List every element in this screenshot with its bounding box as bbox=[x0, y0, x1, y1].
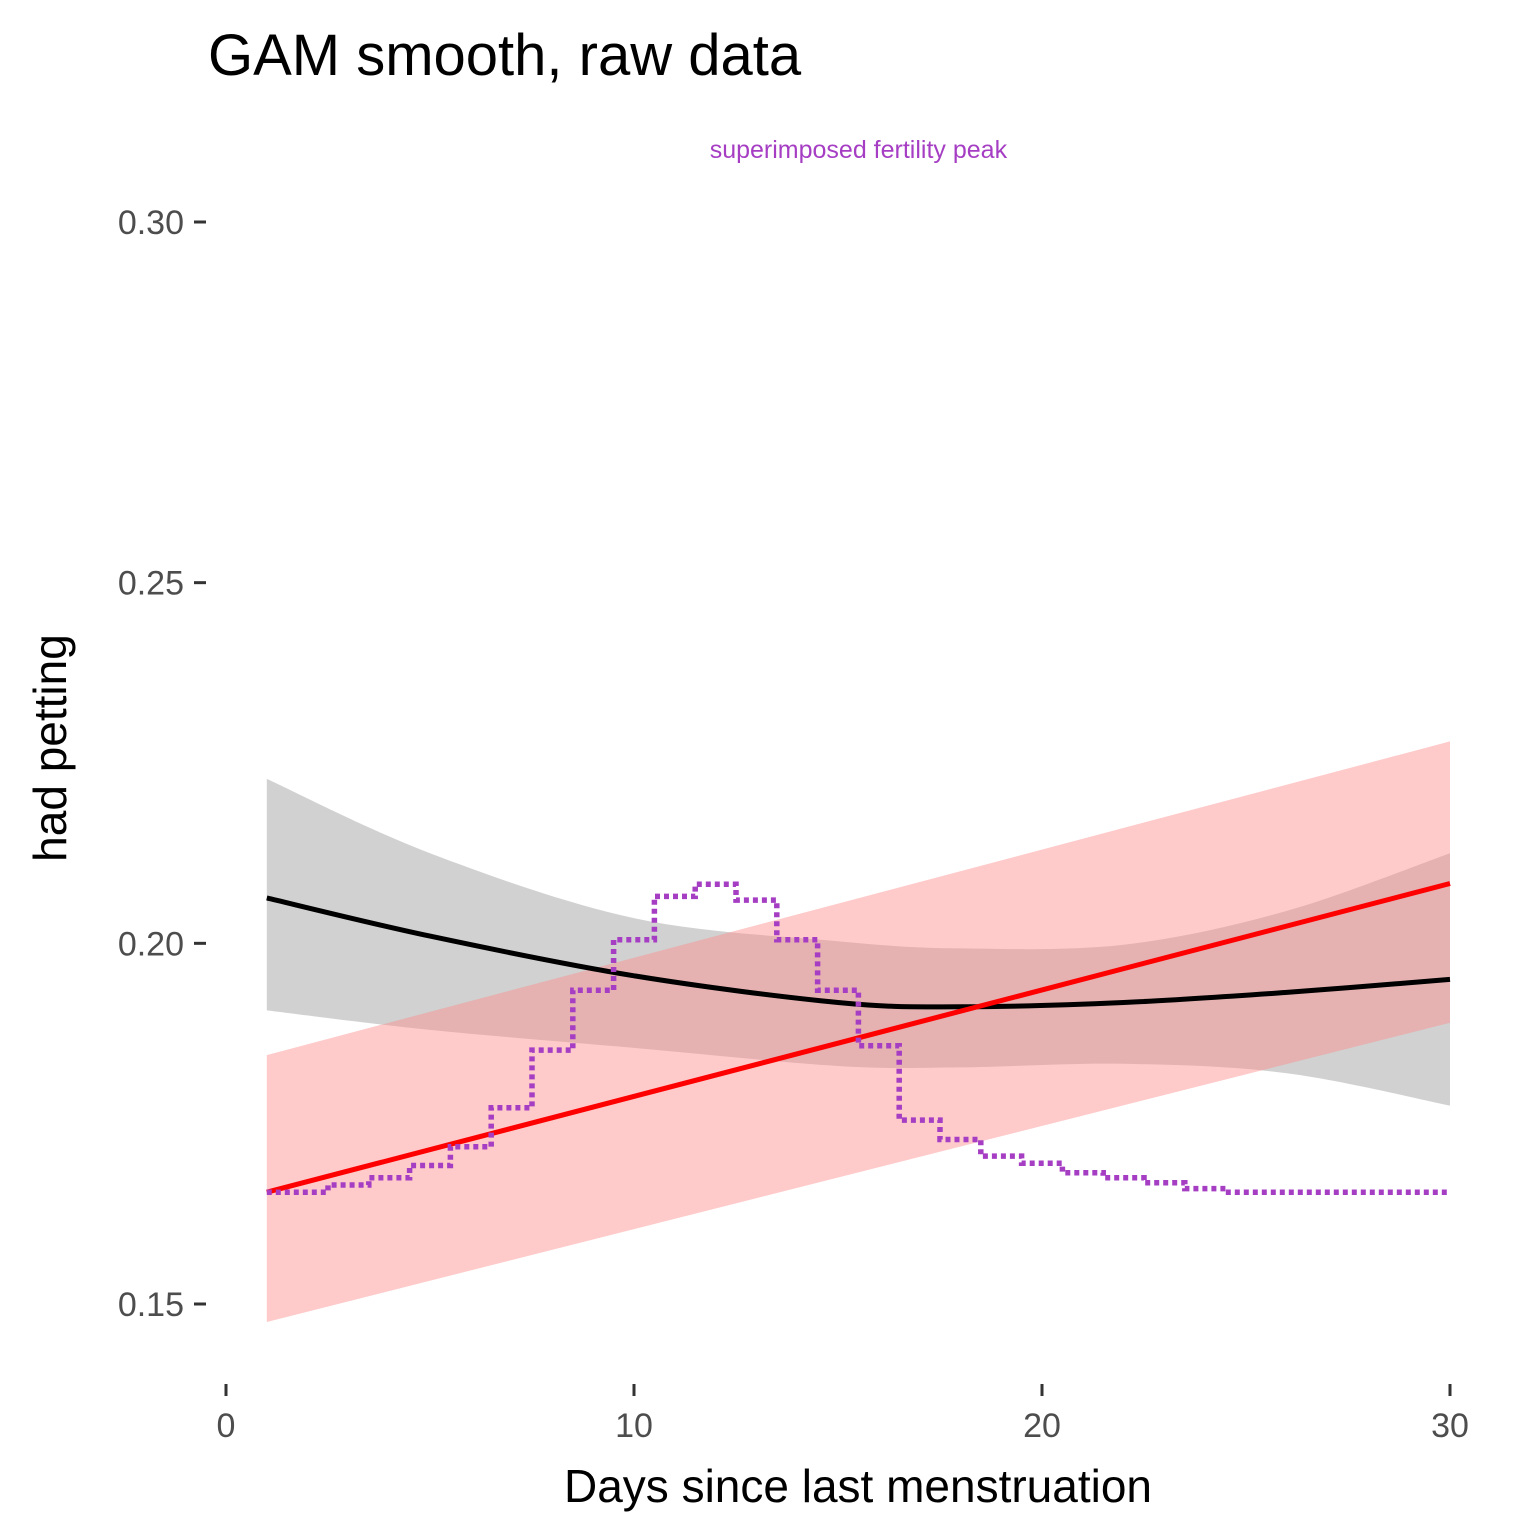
y-tick-label: 0.25 bbox=[118, 565, 184, 603]
y-axis: 0.15 0.20 0.25 0.30 bbox=[118, 204, 206, 1324]
x-tick-label: 10 bbox=[615, 1407, 653, 1445]
fertility-peak-annotation: superimposed fertility peak bbox=[710, 136, 1008, 164]
x-axis: 0 10 20 30 bbox=[217, 1384, 1469, 1445]
y-tick-label: 0.15 bbox=[118, 1286, 184, 1324]
x-tick-label: 30 bbox=[1431, 1407, 1469, 1445]
x-axis-title: Days since last menstruation bbox=[564, 1460, 1152, 1512]
x-tick-label: 20 bbox=[1023, 1407, 1061, 1445]
y-tick-label: 0.30 bbox=[118, 204, 184, 242]
x-tick-label: 0 bbox=[217, 1407, 236, 1445]
y-tick-label: 0.20 bbox=[118, 925, 184, 963]
chart-title: GAM smooth, raw data bbox=[208, 23, 802, 88]
y-axis-title: had petting bbox=[24, 634, 76, 862]
